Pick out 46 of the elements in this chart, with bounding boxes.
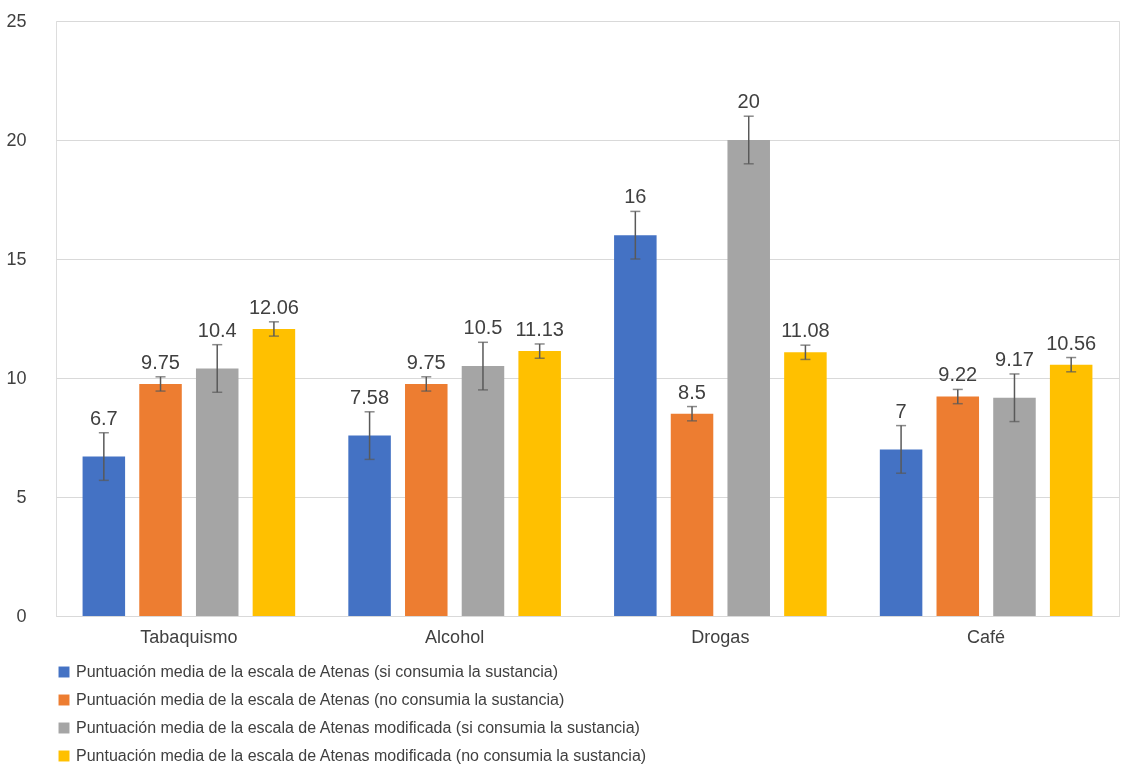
data-label: 10.4 (197, 318, 237, 341)
bar (936, 396, 980, 616)
data-label: 10.5 (463, 316, 503, 339)
y-tick-label: 10 (6, 367, 27, 388)
y-tick-label: 0 (16, 605, 27, 626)
bar (82, 456, 126, 616)
bar (670, 413, 714, 616)
data-label: 9.22 (938, 363, 978, 386)
y-tick-label: 15 (6, 248, 27, 269)
y-tick-label: 5 (16, 486, 27, 507)
bar (1049, 364, 1093, 616)
data-label: 8.5 (678, 380, 706, 403)
legend-label: Puntuación media de la escala de Atenas modificada (si consumia la sustancia) (76, 719, 640, 736)
data-label: 20 (737, 90, 760, 113)
bar (461, 366, 505, 616)
bar (614, 235, 657, 616)
legend-label: Puntuación media de la escala de Atenas (si consumia la sustancia) (76, 663, 559, 680)
y-tick-label: 25 (6, 10, 27, 31)
data-label: 10.56 (1046, 331, 1097, 354)
data-label: 9.17 (995, 347, 1034, 370)
x-tick-label: Alcohol (425, 626, 485, 647)
data-label: 11.13 (515, 317, 564, 340)
data-label: 9.75 (141, 350, 180, 373)
bar (195, 368, 239, 616)
data-label: 7.58 (350, 385, 390, 408)
data-label: 12.06 (248, 295, 299, 318)
bar (139, 383, 182, 616)
x-tick-label: Drogas (691, 626, 750, 647)
bar (727, 140, 770, 616)
bar (993, 397, 1036, 616)
data-label: 6.7 (89, 406, 118, 429)
x-tick-label: Tabaquismo (140, 626, 238, 647)
legend-label: Puntuación media de la escala de Atenas modificada (no consumia la sustancia) (76, 747, 647, 764)
bar (252, 328, 296, 616)
data-label: 9.75 (406, 350, 446, 373)
x-tick-label: Café (967, 626, 1006, 647)
bar (518, 351, 561, 616)
y-tick-label: 20 (6, 129, 27, 150)
data-label: 7 (895, 399, 907, 422)
bar (405, 383, 448, 616)
data-label: 11.08 (781, 319, 830, 342)
bar (348, 435, 391, 616)
bar (784, 352, 827, 616)
legend-label: Puntuación media de la escala de Atenas (no consumia la sustancia) (76, 691, 565, 708)
bar (879, 449, 923, 616)
data-label: 16 (624, 185, 647, 208)
